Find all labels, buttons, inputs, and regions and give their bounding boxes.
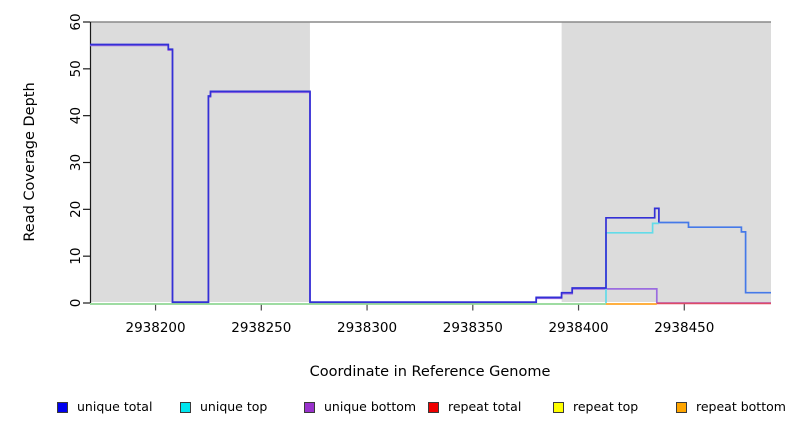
legend-item-unique-total: unique total (57, 399, 152, 415)
svg-text:2938200: 2938200 (125, 320, 185, 336)
legend-swatch-repeat-top (553, 401, 564, 413)
svg-text:2938400: 2938400 (548, 320, 608, 336)
legend-label: repeat total (448, 399, 522, 414)
svg-text:10: 10 (68, 248, 84, 265)
legend-swatch-repeat-bottom (676, 401, 687, 413)
legend-item-repeat-bottom: repeat bottom (676, 399, 786, 415)
legend-swatch-unique-top (180, 401, 191, 413)
svg-text:50: 50 (68, 60, 84, 77)
series-line-unique-total (90, 43, 660, 303)
axes: 0 10 20 30 40 50 60 2938200 2938250 2938300 293835… (68, 13, 714, 336)
legend-swatch-unique-bottom (304, 401, 315, 413)
legend-item-unique-top: unique top (180, 399, 267, 415)
legend-item-repeat-top: repeat top (553, 399, 638, 415)
legend-swatch-repeat-total (428, 401, 439, 413)
svg-text:60: 60 (68, 13, 84, 30)
legend-label: repeat top (573, 399, 639, 414)
legend-swatch-unique-total (57, 401, 68, 413)
svg-text:0: 0 (68, 299, 84, 308)
legend-item-repeat-total: repeat total (428, 399, 521, 415)
svg-text:2938350: 2938350 (443, 320, 503, 336)
series-line-unique-total (658, 221, 771, 294)
coverage-series-lines (90, 43, 771, 305)
legend-label: repeat bottom (696, 399, 786, 414)
legend-label: unique total (77, 399, 153, 414)
svg-text:20: 20 (68, 201, 84, 218)
svg-text:2938450: 2938450 (654, 320, 714, 336)
x-axis-title: Coordinate in Reference Genome (310, 364, 551, 380)
legend-label: unique bottom (324, 399, 417, 414)
svg-text:2938300: 2938300 (337, 320, 397, 336)
legend-label: unique top (200, 399, 268, 414)
svg-text:40: 40 (68, 107, 84, 124)
svg-text:2938250: 2938250 (231, 320, 291, 336)
legend: unique total unique top unique bottom re… (0, 399, 792, 419)
y-axis-title: Read Coverage Depth (22, 82, 38, 241)
legend-item-unique-bottom: unique bottom (304, 399, 416, 415)
svg-text:30: 30 (68, 154, 84, 171)
shaded-genome-regions (90, 22, 771, 302)
